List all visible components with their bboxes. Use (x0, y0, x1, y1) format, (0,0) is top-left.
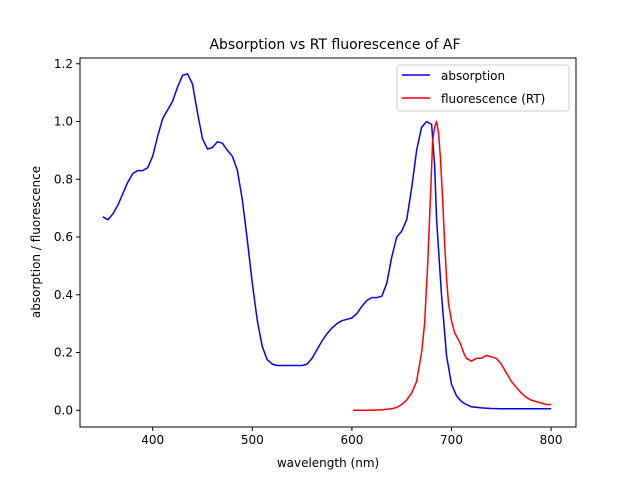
y-axis-label: absorption / fluorescence (29, 166, 43, 318)
series-layer (102, 73, 552, 412)
series-line-fluorescence (352, 120, 552, 412)
y-tick-label: 0.0 (54, 403, 73, 417)
legend: absorption fluorescence (RT) (396, 64, 570, 112)
y-tick-label: 0.6 (54, 230, 73, 244)
x-tick-label: 800 (540, 433, 563, 447)
y-axis-ticks: 0.0 0.2 0.4 0.6 0.8 1.0 1.2 (54, 57, 80, 417)
chart-title: Absorption vs RT fluorescence of AF (209, 37, 460, 53)
legend-box (396, 64, 570, 112)
x-axis-label: wavelength (nm) (277, 456, 379, 470)
series-line-absorption (102, 73, 552, 410)
x-tick-label: 600 (340, 433, 363, 447)
y-tick-label: 0.8 (54, 172, 73, 186)
x-axis-ticks: 400 500 600 700 800 (141, 427, 563, 447)
y-tick-label: 1.0 (54, 115, 73, 129)
legend-label-fluorescence: fluorescence (RT) (441, 92, 545, 106)
x-tick-label: 700 (440, 433, 463, 447)
plot-area (79, 57, 577, 428)
y-tick-label: 0.2 (54, 346, 73, 360)
x-tick-label: 400 (141, 433, 164, 447)
legend-label-absorption: absorption (441, 69, 505, 83)
y-tick-label: 1.2 (54, 57, 73, 71)
y-tick-label: 0.4 (54, 288, 73, 302)
x-tick-label: 500 (241, 433, 264, 447)
plot-frame (79, 57, 577, 428)
